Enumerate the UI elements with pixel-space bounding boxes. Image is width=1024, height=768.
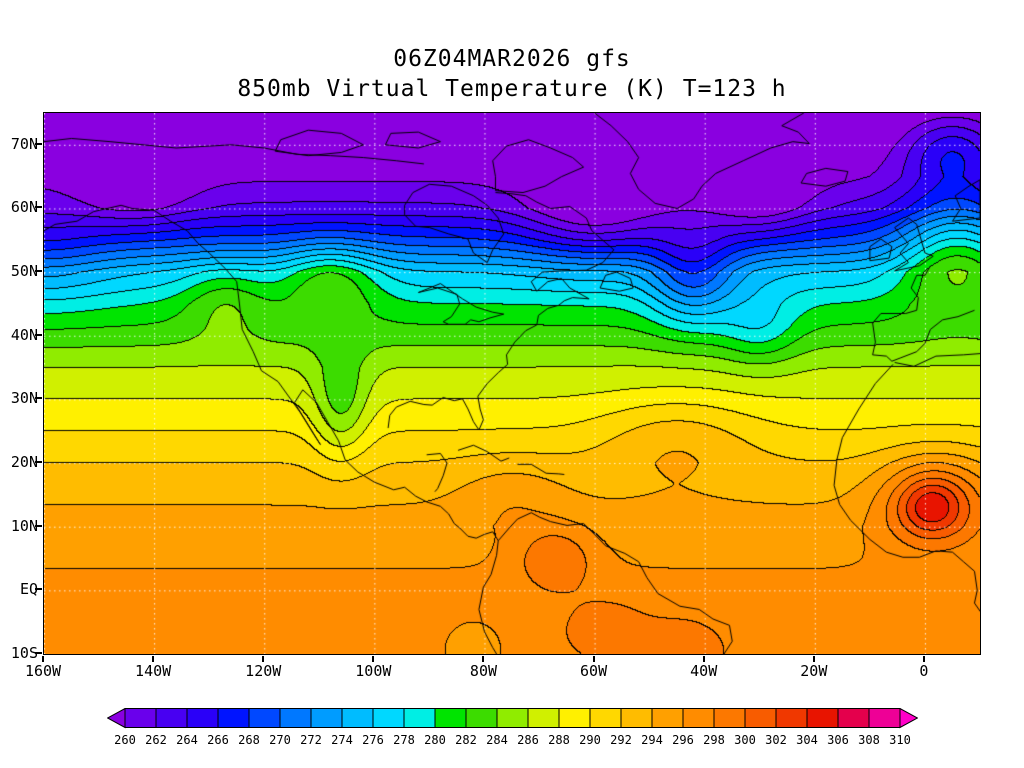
x-axis-tick-label: 160W [24, 662, 62, 680]
x-axis-tick-label: 60W [580, 662, 608, 680]
x-axis-tick-label: 40W [690, 662, 718, 680]
colorbar-tick-label: 270 [269, 733, 291, 747]
colorbar-svg [106, 708, 918, 729]
y-axis-tick-label: 20N [10, 453, 38, 472]
colorbar-tick-label: 284 [486, 733, 508, 747]
x-axis-tick-label: 120W [245, 662, 282, 680]
colorbar-tick-label: 290 [579, 733, 601, 747]
colorbar-segment [434, 708, 466, 728]
colorbar-tick-label: 282 [455, 733, 477, 747]
y-axis-tick-label: 10S [10, 644, 38, 662]
colorbar-segment [682, 708, 714, 728]
y-axis-tick-label: 70N [10, 134, 38, 153]
x-axis-tick-label: 0 [919, 662, 929, 680]
x-axis-tick-label: 100W [355, 662, 392, 680]
colorbar-tick-label: 308 [858, 733, 880, 747]
y-axis-tick-label: EQ [19, 580, 38, 599]
colorbar-segment [837, 708, 869, 728]
colorbar-segment [248, 708, 280, 728]
colorbar-segment [279, 708, 311, 728]
colorbar-segment [465, 708, 497, 728]
colorbar-segment [527, 708, 559, 728]
x-axis-tick-mark [152, 656, 155, 662]
x-axis-tick-mark [922, 656, 925, 662]
colorbar-segment [186, 708, 218, 728]
y-axis-tick-mark [35, 524, 42, 527]
colorbar-tick-label: 276 [362, 733, 384, 747]
colorbar-tick-label: 264 [176, 733, 198, 747]
colorbar-segment [341, 708, 373, 728]
colorbar [0, 708, 1024, 733]
colorbar-segment [124, 708, 156, 728]
colorbar-tick-label: 302 [765, 733, 787, 747]
y-axis-tick-label: 10N [10, 516, 38, 535]
y-axis-tick-mark [35, 206, 42, 209]
colorbar-tick-label: 268 [238, 733, 260, 747]
x-axis-tick-label: 80W [469, 662, 498, 680]
colorbar-tick-label: 286 [517, 733, 539, 747]
colorbar-segment [310, 708, 342, 728]
x-axis-tick-mark [702, 656, 705, 662]
colorbar-tick-label: 274 [331, 733, 353, 747]
colorbar-segment [775, 708, 807, 728]
colorbar-tick-label: 310 [889, 733, 911, 747]
colorbar-tick-label: 294 [641, 733, 663, 747]
x-axis-tick-mark [262, 656, 265, 662]
x-axis-tick-mark [482, 656, 485, 662]
colorbar-segment [620, 708, 652, 728]
x-axis-tick-mark [372, 656, 375, 662]
y-axis-tick-mark [35, 461, 42, 464]
colorbar-tick-label: 304 [796, 733, 818, 747]
colorbar-tick-label: 292 [610, 733, 632, 747]
colorbar-tick-label: 300 [734, 733, 756, 747]
colorbar-tick-label: 298 [703, 733, 725, 747]
y-axis-tick-mark [35, 652, 42, 654]
x-axis-tick-label: 20W [800, 662, 828, 680]
colorbar-tick-label: 280 [424, 733, 446, 747]
chart-title: 06Z04MAR2026 gfs [393, 46, 631, 72]
x-axis-tick-mark [812, 656, 815, 662]
chart-subtitle: 850mb Virtual Temperature (K) T=123 h [237, 76, 787, 102]
colorbar-tick-label: 278 [393, 733, 415, 747]
colorbar-segment [744, 708, 776, 728]
colorbar-arrow-high [899, 708, 918, 729]
y-axis-tick-mark [35, 397, 42, 400]
colorbar-tick-label: 306 [827, 733, 849, 747]
y-axis-tick-label: 30N [10, 389, 38, 408]
x-axis-tick-mark [42, 656, 44, 662]
colorbar-segment [155, 708, 187, 728]
colorbar-segment [217, 708, 249, 728]
colorbar-tick-label: 266 [207, 733, 229, 747]
y-axis-tick-label: 50N [10, 262, 38, 281]
colorbar-segment [372, 708, 404, 728]
y-axis-tick-label: 40N [10, 325, 38, 344]
x-axis-tick-mark [592, 656, 595, 662]
x-axis-tick-label: 140W [135, 662, 172, 680]
y-axis-tick-label: 60N [10, 198, 38, 217]
y-axis-tick-mark [35, 333, 42, 336]
y-axis-tick-mark [35, 588, 42, 591]
colorbar-segment [868, 708, 900, 728]
colorbar-segment [713, 708, 745, 728]
colorbar-segment [651, 708, 683, 728]
colorbar-segment [496, 708, 528, 728]
map-plot-area [43, 112, 981, 655]
colorbar-segment [558, 708, 590, 728]
temperature-field-canvas [44, 113, 980, 654]
y-axis-tick-mark [35, 270, 42, 273]
colorbar-tick-label: 296 [672, 733, 694, 747]
colorbar-segment [589, 708, 621, 728]
colorbar-tick-label: 272 [300, 733, 322, 747]
colorbar-tick-label: 262 [145, 733, 167, 747]
colorbar-tick-label: 260 [114, 733, 136, 747]
y-axis-tick-mark [35, 142, 42, 145]
colorbar-segment [806, 708, 838, 728]
colorbar-segment [403, 708, 435, 728]
colorbar-arrow-low [106, 708, 125, 729]
colorbar-tick-label: 288 [548, 733, 570, 747]
